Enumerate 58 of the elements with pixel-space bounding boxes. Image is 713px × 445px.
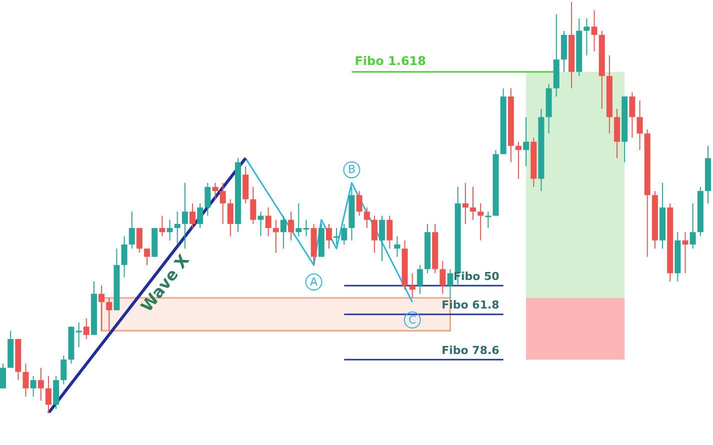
candlestick bbox=[272, 219, 279, 254]
candlestick bbox=[440, 260, 446, 294]
candlestick bbox=[38, 367, 44, 402]
candlestick bbox=[22, 363, 29, 398]
candlestick bbox=[326, 223, 332, 250]
candlestick bbox=[364, 207, 370, 229]
candlestick bbox=[136, 228, 142, 254]
candlestick bbox=[356, 190, 362, 216]
candlestick bbox=[690, 202, 696, 250]
candlestick bbox=[682, 232, 688, 274]
candlestick bbox=[636, 100, 643, 150]
candlestick bbox=[416, 264, 423, 294]
annotation: A bbox=[310, 275, 318, 288]
candlestick bbox=[128, 211, 135, 250]
annotation: C bbox=[408, 313, 417, 326]
candlestick bbox=[470, 186, 476, 220]
annotation: B bbox=[348, 163, 356, 176]
candlestick bbox=[60, 354, 67, 385]
candlestick bbox=[258, 211, 264, 237]
candlestick bbox=[144, 248, 150, 266]
candlestick bbox=[0, 363, 6, 389]
candlestick bbox=[288, 211, 294, 241]
candlestick bbox=[227, 198, 234, 237]
candlestick bbox=[485, 211, 492, 229]
series-label: Fibo 78.6 bbox=[442, 344, 500, 357]
candlestick bbox=[371, 215, 378, 254]
candlestick bbox=[523, 116, 530, 167]
candlestick bbox=[174, 211, 180, 245]
candlestick bbox=[629, 92, 636, 138]
candlestick bbox=[379, 215, 386, 262]
candlestick bbox=[76, 322, 82, 348]
candlestick bbox=[584, 18, 590, 56]
candlestick bbox=[394, 236, 400, 258]
candlestick bbox=[182, 182, 188, 250]
candlestick bbox=[409, 272, 416, 298]
candlestick bbox=[250, 186, 256, 224]
candlestick bbox=[280, 215, 286, 250]
candlestick bbox=[220, 182, 226, 224]
candlestick bbox=[515, 141, 522, 180]
series-label: Fibo 1.618 bbox=[354, 54, 426, 68]
candlestick bbox=[591, 10, 598, 52]
candlestick bbox=[478, 202, 484, 241]
candlestick bbox=[30, 376, 36, 398]
candlestick bbox=[190, 202, 196, 229]
candlestick bbox=[45, 376, 52, 414]
candlestick bbox=[197, 202, 204, 229]
candlestick bbox=[204, 182, 211, 216]
candlestick bbox=[98, 285, 105, 332]
candlestick bbox=[386, 215, 393, 250]
candlestick bbox=[106, 297, 112, 332]
candlestick bbox=[212, 182, 218, 200]
candlestick bbox=[447, 268, 454, 298]
candlestick bbox=[83, 318, 90, 340]
candlestick bbox=[265, 207, 272, 237]
candlestick bbox=[462, 182, 468, 224]
candlestick bbox=[159, 215, 166, 237]
candlestick bbox=[121, 236, 128, 278]
candlestick bbox=[166, 219, 173, 241]
